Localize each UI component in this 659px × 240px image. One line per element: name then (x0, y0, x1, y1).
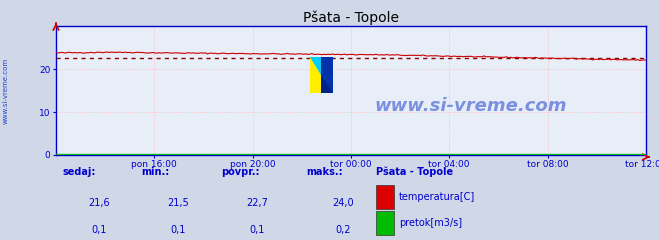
Text: 24,0: 24,0 (332, 198, 353, 208)
Text: www.si-vreme.com: www.si-vreme.com (374, 97, 567, 115)
Text: 21,6: 21,6 (88, 198, 109, 208)
Text: 22,7: 22,7 (246, 198, 268, 208)
Text: pretok[m3/s]: pretok[m3/s] (399, 218, 462, 228)
Bar (322, 57, 333, 93)
Text: min.:: min.: (142, 167, 170, 177)
Text: temperatura[C]: temperatura[C] (399, 192, 475, 202)
Text: 0,1: 0,1 (170, 225, 186, 235)
Text: www.si-vreme.com: www.si-vreme.com (2, 58, 9, 124)
Bar (310, 57, 333, 93)
Text: 0,1: 0,1 (249, 225, 265, 235)
Title: Pšata - Topole: Pšata - Topole (303, 11, 399, 25)
Text: povpr.:: povpr.: (221, 167, 259, 177)
Text: 21,5: 21,5 (167, 198, 189, 208)
Text: sedaj:: sedaj: (63, 167, 96, 177)
Text: 0,1: 0,1 (91, 225, 107, 235)
Text: Pšata - Topole: Pšata - Topole (376, 167, 453, 177)
Polygon shape (310, 57, 322, 75)
Text: 0,2: 0,2 (335, 225, 351, 235)
Polygon shape (322, 75, 333, 93)
Text: maks.:: maks.: (306, 167, 343, 177)
